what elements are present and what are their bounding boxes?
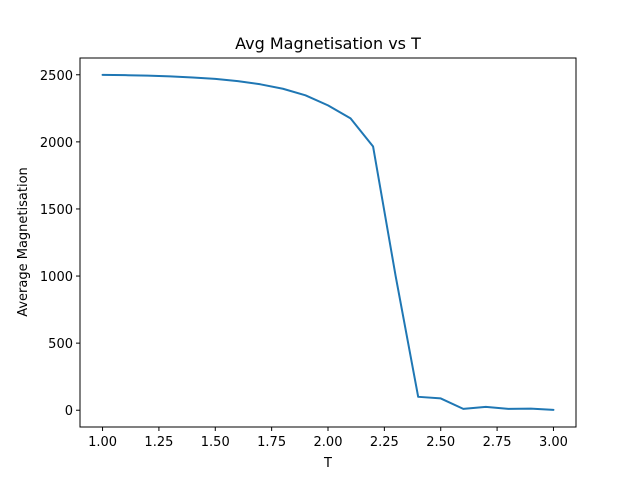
x-tick-label: 1.50 bbox=[201, 435, 230, 450]
x-tick-label: 3.00 bbox=[539, 435, 568, 450]
x-tick-label: 2.25 bbox=[370, 435, 399, 450]
plot-frame bbox=[79, 57, 577, 428]
x-axis: 1.00 1.25 1.50 1.75 2.00 2.25 2.50 2.75 3.00 bbox=[88, 427, 568, 450]
x-tick-label: 1.75 bbox=[257, 435, 286, 450]
y-tick-label: 500 bbox=[48, 337, 73, 352]
x-axis-label: T bbox=[323, 456, 332, 471]
plot-area bbox=[79, 57, 577, 428]
y-axis-label: Average Magnetisation bbox=[16, 167, 31, 317]
y-tick-label: 1500 bbox=[40, 203, 73, 218]
x-tick-label: 2.75 bbox=[483, 435, 512, 450]
y-axis: 0 500 1000 1500 2000 2500 bbox=[40, 69, 80, 419]
x-tick-label: 2.00 bbox=[314, 435, 343, 450]
y-tick-label: 2500 bbox=[40, 69, 73, 84]
series-layer bbox=[101, 73, 555, 411]
y-tick-label: 0 bbox=[65, 404, 73, 419]
x-tick-label: 1.00 bbox=[88, 435, 117, 450]
series-line bbox=[101, 73, 555, 411]
y-tick-label: 1000 bbox=[40, 270, 73, 285]
y-tick-label: 2000 bbox=[40, 136, 73, 151]
x-tick-label: 1.25 bbox=[144, 435, 173, 450]
x-tick-label: 2.50 bbox=[426, 435, 455, 450]
chart-title: Avg Magnetisation vs T bbox=[235, 34, 421, 53]
